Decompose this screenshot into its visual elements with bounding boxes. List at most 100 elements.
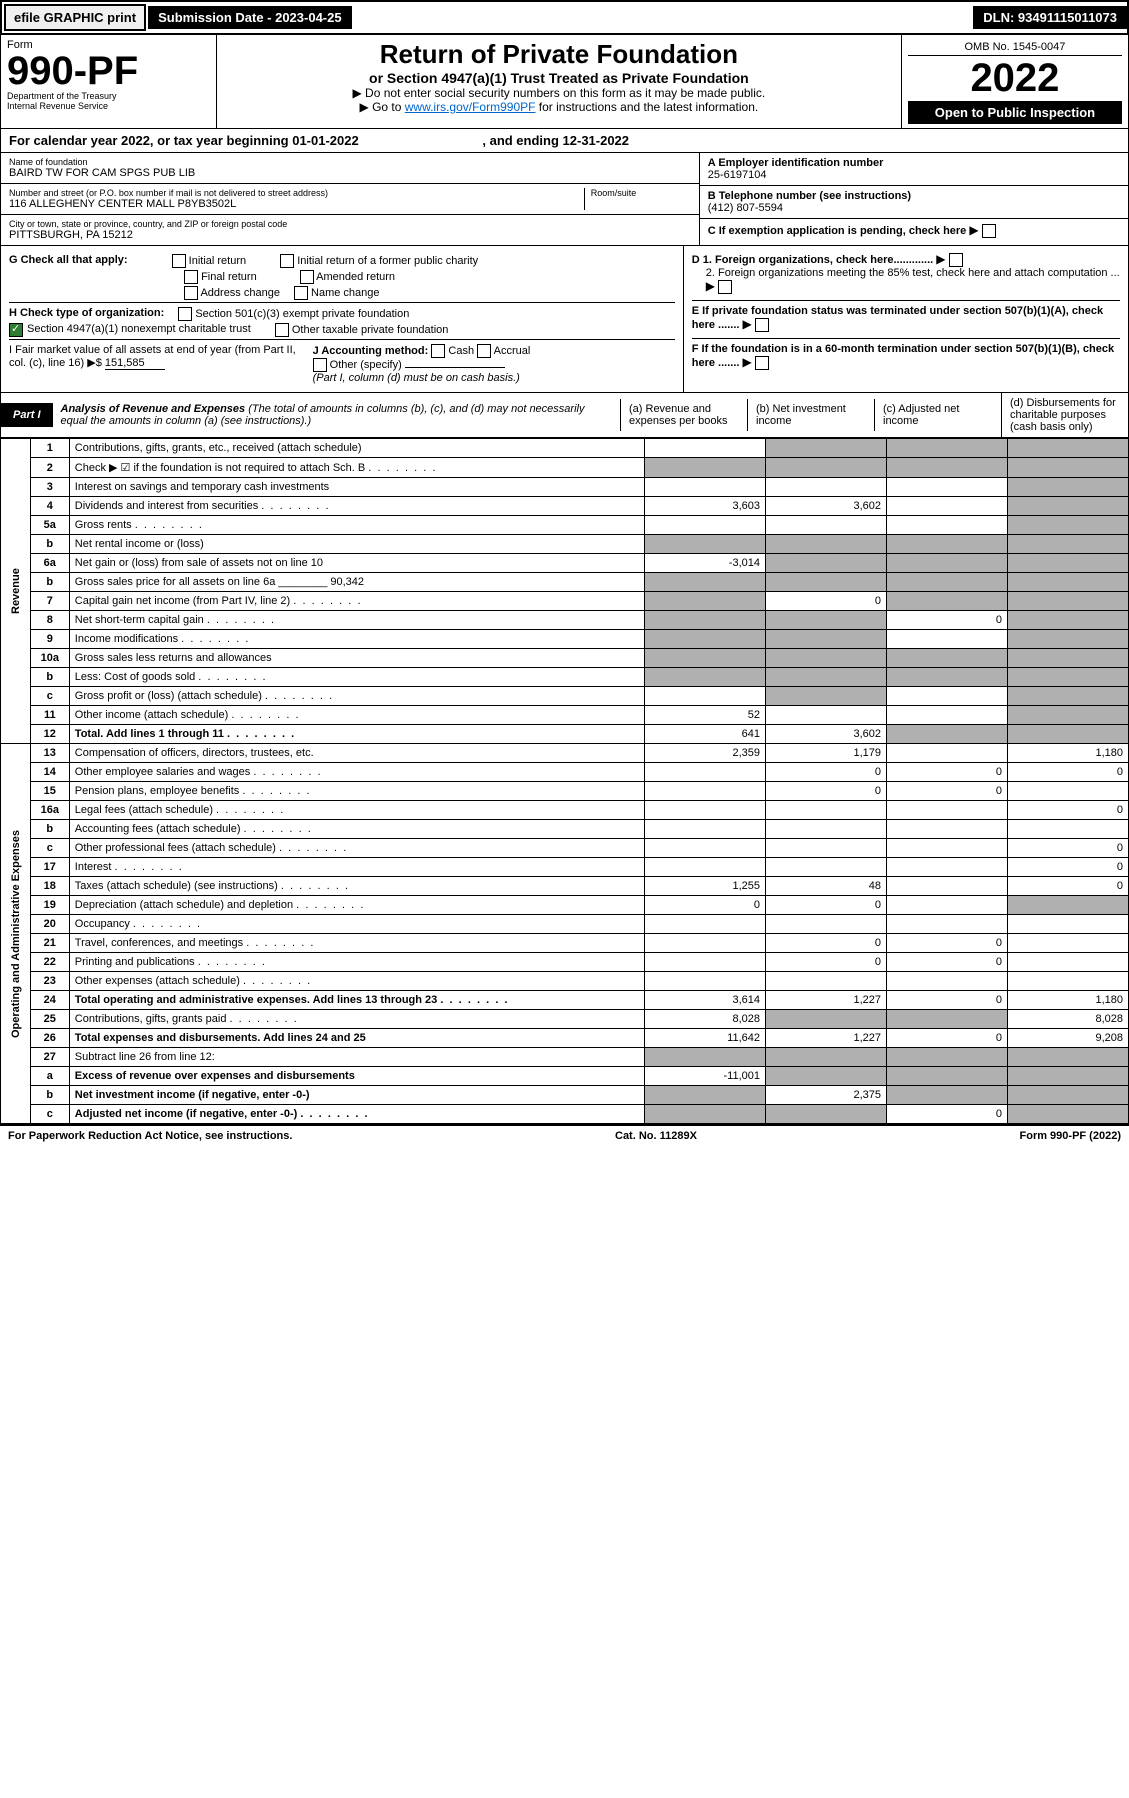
checkbox-d2[interactable] <box>718 280 732 294</box>
cell-c <box>887 801 1008 820</box>
cell-b <box>766 1010 887 1029</box>
efile-button[interactable]: efile GRAPHIC print <box>4 4 146 31</box>
cell-c: 0 <box>887 782 1008 801</box>
table-row: 16aLegal fees (attach schedule) . . . . … <box>1 801 1129 820</box>
foundation-name: BAIRD TW FOR CAM SPGS PUB LIB <box>9 167 691 179</box>
dept-label: Department of the Treasury <box>7 91 210 101</box>
cell-c <box>887 516 1008 535</box>
table-row: aExcess of revenue over expenses and dis… <box>1 1067 1129 1086</box>
table-row: 24Total operating and administrative exp… <box>1 991 1129 1010</box>
checkbox-cash[interactable] <box>431 344 445 358</box>
table-row: 17Interest . . . . . . . .0 <box>1 858 1129 877</box>
row-number: 24 <box>30 991 69 1010</box>
cell-b <box>766 858 887 877</box>
row-desc: Net investment income (if negative, ente… <box>69 1086 644 1105</box>
row-number: 14 <box>30 763 69 782</box>
row-desc: Capital gain net income (from Part IV, l… <box>69 592 644 611</box>
cell-b <box>766 1105 887 1124</box>
cell-b: 0 <box>766 782 887 801</box>
cell-d <box>1008 820 1129 839</box>
cell-a <box>645 516 766 535</box>
cell-c: 0 <box>887 1029 1008 1048</box>
cell-b <box>766 915 887 934</box>
cell-a <box>645 763 766 782</box>
row-number: 21 <box>30 934 69 953</box>
cell-d <box>1008 649 1129 668</box>
row-number: 22 <box>30 953 69 972</box>
cell-d: 0 <box>1008 877 1129 896</box>
checkbox-other-taxable[interactable] <box>275 323 289 337</box>
row-desc: Depreciation (attach schedule) and deple… <box>69 896 644 915</box>
cell-d <box>1008 706 1129 725</box>
cell-a: 0 <box>645 896 766 915</box>
checkbox-501c3[interactable] <box>178 307 192 321</box>
checkbox-e[interactable] <box>755 318 769 332</box>
cell-b <box>766 439 887 458</box>
cell-a: 8,028 <box>645 1010 766 1029</box>
table-row: cOther professional fees (attach schedul… <box>1 839 1129 858</box>
table-row: 9Income modifications . . . . . . . . <box>1 630 1129 649</box>
cell-d: 0 <box>1008 801 1129 820</box>
checkbox-d1[interactable] <box>949 253 963 267</box>
checkbox-name[interactable] <box>294 286 308 300</box>
cell-b <box>766 554 887 573</box>
row-desc: Subtract line 26 from line 12: <box>69 1048 644 1067</box>
cell-c <box>887 858 1008 877</box>
row-desc: Total expenses and disbursements. Add li… <box>69 1029 644 1048</box>
table-row: 23Other expenses (attach schedule) . . .… <box>1 972 1129 991</box>
table-row: bLess: Cost of goods sold . . . . . . . … <box>1 668 1129 687</box>
table-row: 11Other income (attach schedule) . . . .… <box>1 706 1129 725</box>
table-row: 7Capital gain net income (from Part IV, … <box>1 592 1129 611</box>
cell-a: 2,359 <box>645 744 766 763</box>
footer-mid: Cat. No. 11289X <box>615 1130 697 1142</box>
checkbox-accrual[interactable] <box>477 344 491 358</box>
year-block: OMB No. 1545-0047 2022 Open to Public In… <box>901 35 1128 128</box>
checkbox-other-method[interactable] <box>313 358 327 372</box>
cell-c <box>887 972 1008 991</box>
cell-a <box>645 972 766 991</box>
cell-b: 3,602 <box>766 725 887 744</box>
checkbox-initial[interactable] <box>172 254 186 268</box>
cell-b <box>766 516 887 535</box>
part1-header: Part I Analysis of Revenue and Expenses … <box>0 393 1129 438</box>
cell-d <box>1008 934 1129 953</box>
table-row: Operating and Administrative Expenses13C… <box>1 744 1129 763</box>
cell-c <box>887 915 1008 934</box>
cell-c <box>887 439 1008 458</box>
row-desc: Accounting fees (attach schedule) . . . … <box>69 820 644 839</box>
checkbox-f[interactable] <box>755 356 769 370</box>
street-address: 116 ALLEGHENY CENTER MALL P8YB3502L <box>9 198 584 210</box>
e-row: E If private foundation status was termi… <box>692 300 1120 332</box>
cell-a <box>645 820 766 839</box>
foundation-name-cell: Name of foundation BAIRD TW FOR CAM SPGS… <box>1 153 699 184</box>
row-number: 13 <box>30 744 69 763</box>
instructions-link[interactable]: www.irs.gov/Form990PF <box>405 100 536 114</box>
cell-b <box>766 630 887 649</box>
checkbox-final[interactable] <box>184 270 198 284</box>
cell-a <box>645 953 766 972</box>
checkbox-address[interactable] <box>184 286 198 300</box>
city-cell: City or town, state or province, country… <box>1 215 699 245</box>
cell-a <box>645 592 766 611</box>
cell-c <box>887 478 1008 497</box>
checkbox-amended[interactable] <box>300 270 314 284</box>
row-number: b <box>30 535 69 554</box>
cell-c <box>887 687 1008 706</box>
info-grid: Name of foundation BAIRD TW FOR CAM SPGS… <box>0 153 1129 246</box>
cell-d: 8,028 <box>1008 1010 1129 1029</box>
row-desc: Pension plans, employee benefits . . . .… <box>69 782 644 801</box>
expenses-side-label: Operating and Administrative Expenses <box>1 744 31 1124</box>
checkbox-initial-former[interactable] <box>280 254 294 268</box>
form-title: Return of Private Foundation <box>223 39 895 70</box>
cell-b: 0 <box>766 953 887 972</box>
cell-c: 0 <box>887 991 1008 1010</box>
cell-a <box>645 801 766 820</box>
cell-b: 0 <box>766 592 887 611</box>
row-desc: Taxes (attach schedule) (see instruction… <box>69 877 644 896</box>
cell-b: 1,227 <box>766 991 887 1010</box>
checkbox-4947a1[interactable] <box>9 323 23 337</box>
row-number: 18 <box>30 877 69 896</box>
cell-d: 0 <box>1008 763 1129 782</box>
checkbox-c[interactable] <box>982 224 996 238</box>
form-subtitle: or Section 4947(a)(1) Trust Treated as P… <box>223 70 895 86</box>
